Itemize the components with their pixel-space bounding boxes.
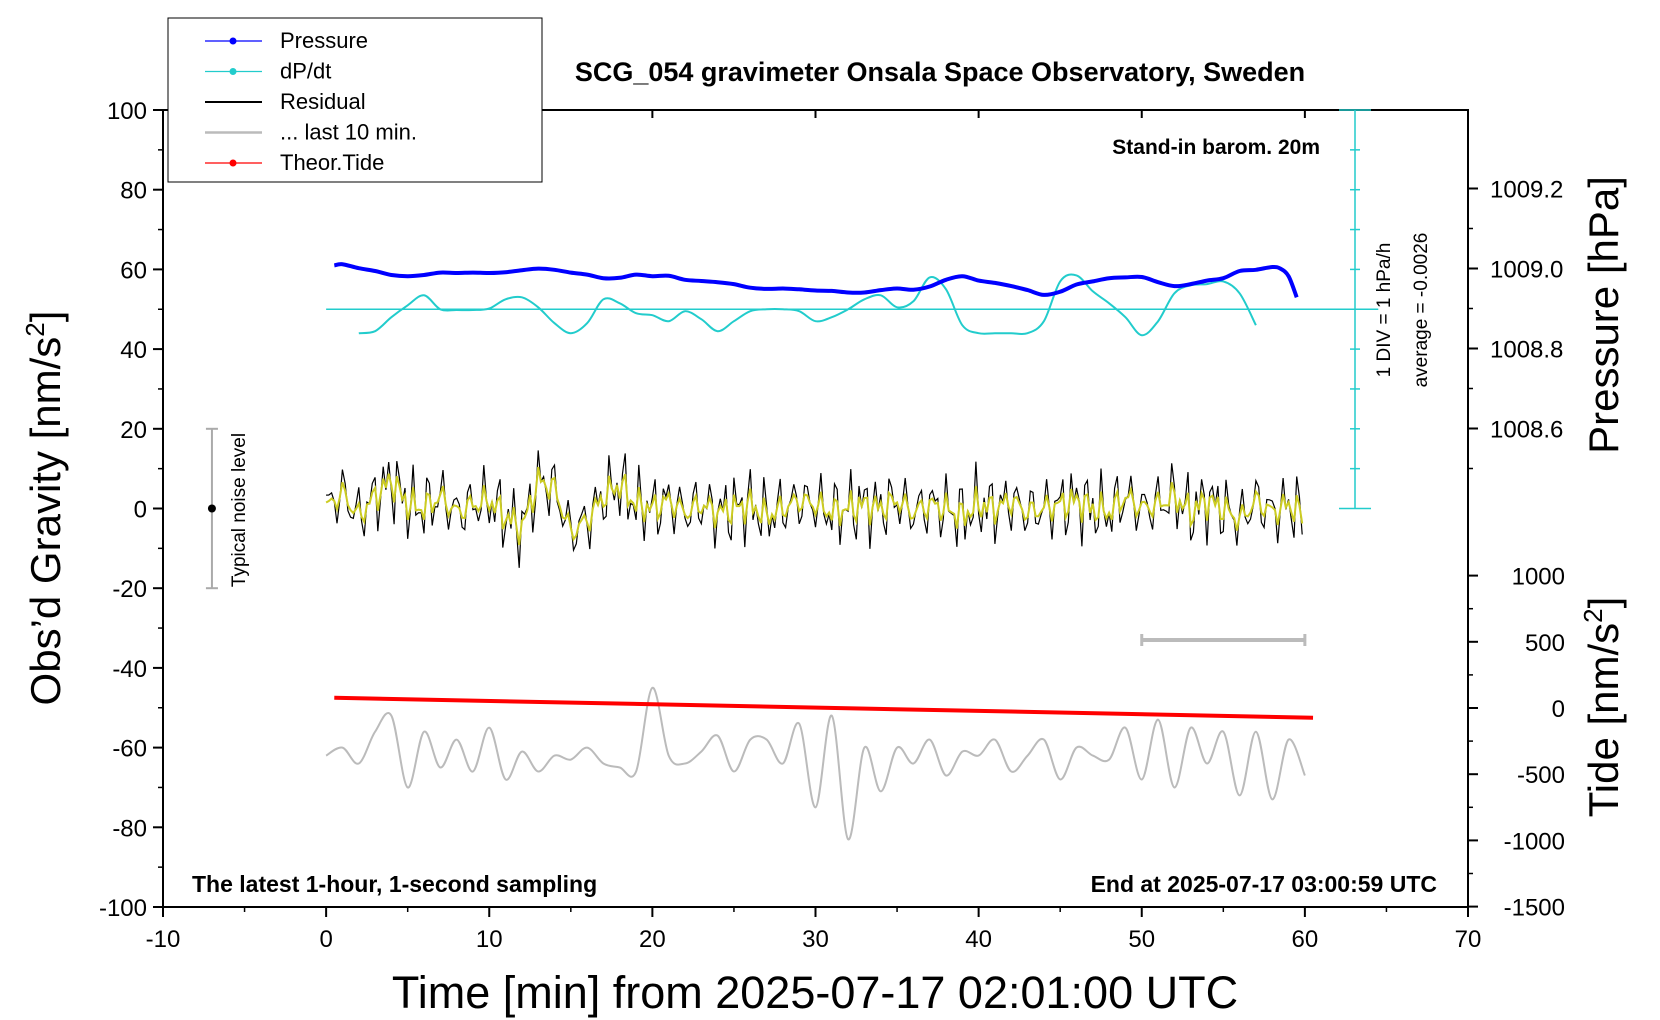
tide-tick-label: -1500 <box>1504 895 1565 922</box>
gravity-tick-label: 40 <box>120 337 147 364</box>
gravity-tick-label: -20 <box>112 576 147 603</box>
gravity-tick-label: 100 <box>107 98 147 125</box>
y-axis-label-tide-end: ] <box>1580 597 1627 609</box>
series-layer <box>325 262 1379 841</box>
chart-title: SCG_054 gravimeter Onsala Space Observat… <box>575 57 1305 87</box>
y-axis-label-pressure: Pressure [hPa] <box>1580 176 1627 454</box>
gravity-tick-label: 80 <box>120 178 147 205</box>
tide-tick-label: 0 <box>1552 696 1565 723</box>
x-tick-label: 30 <box>802 926 829 953</box>
legend-label: Residual <box>280 89 366 114</box>
last-10-min-bar <box>1140 634 1307 647</box>
y-axis-label-left-sup: 2 <box>20 322 50 336</box>
y-axis-label-tide-sup: 2 <box>1578 608 1608 622</box>
y-axis-label-left: Obs’d Gravity [nm/s2] <box>20 311 69 706</box>
legend-marker <box>229 159 237 167</box>
x-tick-label: -10 <box>146 926 181 953</box>
legend-label: Theor.Tide <box>280 150 384 175</box>
noise-level-bar <box>205 427 218 590</box>
legend-box <box>167 17 543 183</box>
series-residual-smoothed <box>325 466 1304 546</box>
gravity-tick-label: -40 <box>112 656 147 683</box>
pressure-tick-label: 1009.0 <box>1490 257 1563 284</box>
noise-label: Typical noise level <box>229 433 250 587</box>
barometer-note: Stand-in barom. 20m <box>1112 136 1320 159</box>
legend-marker <box>229 68 237 75</box>
y-axis-label-tide: Tide [nm/s2] <box>1578 597 1627 818</box>
series-theor-tide <box>334 695 1314 720</box>
tide-tick-label: -500 <box>1517 762 1565 789</box>
y-axis-label-tide-main: Tide [nm/s <box>1580 623 1627 818</box>
noise-bar-dot <box>207 504 216 513</box>
gravity-tick-label: -80 <box>112 815 147 842</box>
series-pressure <box>333 262 1299 298</box>
x-tick-label: 0 <box>319 926 332 953</box>
legend: Pressure dP/dt Residual ... last 10 min. The… <box>167 17 543 183</box>
y-axis-label-left-main: Obs’d Gravity [nm/s <box>22 337 69 706</box>
gravity-tick-label: 0 <box>134 497 147 524</box>
tide-tick-label: 1000 <box>1512 564 1565 591</box>
x-tick-label: 50 <box>1128 926 1155 953</box>
x-tick-label: 70 <box>1455 926 1482 953</box>
legend-label: dP/dt <box>280 59 331 84</box>
pressure-tick-label: 1009.2 <box>1490 177 1563 204</box>
x-axis-label: Time [min] from 2025-07-17 02:01:00 UTC <box>392 967 1238 1018</box>
pressure-tick-label: 1008.8 <box>1490 337 1563 364</box>
x-tick-label: 10 <box>476 926 503 953</box>
gravity-tick-label: 60 <box>120 257 147 284</box>
series-last-10-min <box>325 686 1306 841</box>
pressure-tick-label: 1008.6 <box>1490 417 1563 444</box>
tick-labels: -10 0 10 20 30 40 50 60 70100806040200-20-40-60-… <box>99 98 1565 953</box>
legend-marker <box>229 37 237 45</box>
average-label: average = -0.0026 <box>1411 233 1432 388</box>
bottom-left-note: The latest 1-hour, 1-second sampling <box>192 871 597 897</box>
x-tick-label: 20 <box>639 926 666 953</box>
series-dpdt <box>358 273 1257 337</box>
tide-tick-label: -1000 <box>1504 828 1565 855</box>
gravity-tick-label: -100 <box>99 895 147 922</box>
bottom-right-note: End at 2025-07-17 03:00:59 UTC <box>1091 871 1437 897</box>
legend-label: Pressure <box>280 28 368 53</box>
gravity-tick-label: 20 <box>120 417 147 444</box>
x-tick-label: 60 <box>1292 926 1319 953</box>
x-tick-label: 40 <box>965 926 992 953</box>
y-axis-label-left-end: ] <box>22 311 69 323</box>
gravity-tick-label: -60 <box>112 736 147 763</box>
tide-tick-label: 500 <box>1525 630 1565 657</box>
div-label: 1 DIV = 1 hPa/h <box>1374 243 1395 378</box>
legend-label: ... last 10 min. <box>280 120 417 145</box>
